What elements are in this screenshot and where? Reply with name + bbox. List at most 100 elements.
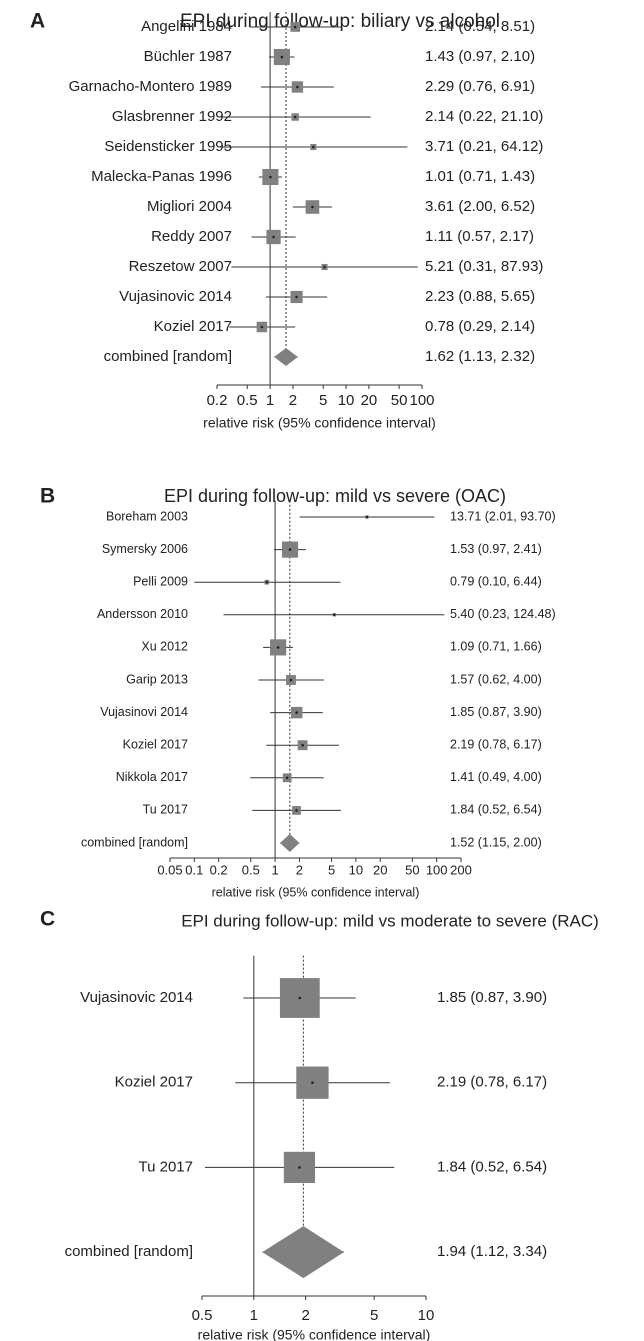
point-estimate: [323, 265, 326, 269]
x-tick-label: 20: [373, 862, 387, 877]
x-tick-label: 0.5: [192, 1307, 213, 1324]
x-tick-label: 0.2: [207, 392, 228, 409]
value-label: 5.40 (0.23, 124.48): [450, 607, 556, 621]
x-tick-label: 10: [338, 392, 355, 409]
x-axis-label: relative risk (95% confidence interval): [198, 1327, 431, 1341]
value-label: 1.53 (0.97, 2.41): [450, 542, 542, 556]
x-tick-label: 20: [361, 392, 378, 409]
point-estimate: [265, 580, 269, 584]
study-label: Tu 2017: [143, 803, 188, 817]
point-estimate: [269, 175, 272, 179]
study-label: Vujasinovic 2014: [119, 288, 232, 305]
pooled-label: combined [random]: [104, 348, 232, 365]
panel-label: A: [30, 10, 45, 33]
point-estimate: [298, 1166, 301, 1169]
pooled-diamond: [262, 1226, 345, 1279]
value-label: 3.71 (0.21, 64.12): [425, 138, 543, 155]
value-label: 2.19 (0.78, 6.17): [437, 1074, 547, 1091]
value-label: 3.61 (2.00, 6.52): [425, 198, 535, 215]
study-label: Boreham 2003: [106, 509, 188, 523]
study-label: Garnacho-Montero 1989: [69, 78, 232, 95]
study-label: Koziel 2017: [154, 318, 232, 335]
point-estimate: [365, 515, 369, 519]
point-estimate: [301, 743, 304, 747]
point-estimate: [332, 613, 336, 617]
x-axis-label: relative risk (95% confidence interval): [203, 415, 436, 431]
x-tick-label: 1: [250, 1307, 258, 1324]
pooled-label: combined [random]: [81, 835, 188, 849]
value-label: 0.79 (0.10, 6.44): [450, 574, 542, 588]
value-label: 13.71 (2.01, 93.70): [450, 509, 556, 523]
point-estimate: [289, 678, 293, 682]
study-label: Seidensticker 1995: [104, 138, 232, 155]
value-label: 2.14 (0.22, 21.10): [425, 108, 543, 125]
point-estimate: [296, 85, 299, 89]
study-label: Büchler 1987: [144, 48, 232, 65]
value-label: 1.85 (0.87, 3.90): [450, 705, 542, 719]
value-label: 2.29 (0.76, 6.91): [425, 78, 535, 95]
study-label: Glasbrenner 1992: [112, 108, 232, 125]
pooled-value-label: 1.62 (1.13, 2.32): [425, 348, 535, 365]
point-estimate: [295, 711, 298, 714]
point-estimate: [285, 776, 289, 780]
pooled-label: combined [random]: [65, 1243, 193, 1260]
value-label: 2.19 (0.78, 6.17): [450, 737, 542, 751]
x-tick-label: 0.1: [185, 862, 203, 877]
point-estimate: [295, 809, 298, 812]
value-label: 1.57 (0.62, 4.00): [450, 672, 542, 686]
chart-title: EPI during follow-up: mild vs moderate t…: [181, 911, 599, 930]
x-tick-label: 50: [391, 392, 408, 409]
panel-label: C: [40, 908, 55, 931]
study-label: Reszetow 2007: [129, 258, 232, 275]
x-tick-label: 2: [296, 862, 303, 877]
pooled-value-label: 1.52 (1.15, 2.00): [450, 835, 542, 849]
value-label: 1.09 (0.71, 1.66): [450, 640, 542, 654]
study-label: Xu 2012: [141, 640, 188, 654]
x-tick-label: 0.5: [242, 862, 260, 877]
study-label: Symersky 2006: [102, 542, 188, 556]
study-label: Koziel 2017: [115, 1074, 193, 1091]
point-estimate: [298, 996, 302, 1000]
study-label: Koziel 2017: [123, 737, 188, 751]
x-tick-label: 5: [319, 392, 327, 409]
x-tick-label: 0.2: [210, 862, 228, 877]
x-tick-label: 2: [289, 392, 297, 409]
study-label: Tu 2017: [139, 1158, 194, 1175]
x-tick-label: 100: [426, 862, 448, 877]
chart-title: EPI during follow-up: mild vs severe (OA…: [164, 486, 506, 506]
x-tick-label: 10: [418, 1307, 435, 1324]
point-estimate: [312, 145, 315, 149]
value-label: 1.84 (0.52, 6.54): [437, 1158, 547, 1175]
study-label: Garip 2013: [126, 672, 188, 686]
x-tick-label: 1: [271, 862, 278, 877]
value-label: 2.14 (0.54, 8.51): [425, 18, 535, 35]
point-estimate: [280, 55, 284, 59]
study-label: Migliori 2004: [147, 198, 232, 215]
study-label: Pelli 2009: [133, 574, 188, 588]
point-estimate: [293, 115, 297, 119]
value-label: 2.23 (0.88, 5.65): [425, 288, 535, 305]
x-tick-label: 1: [266, 392, 274, 409]
x-tick-label: 200: [450, 862, 472, 877]
pooled-value-label: 1.94 (1.12, 3.34): [437, 1243, 547, 1260]
x-tick-label: 0.5: [237, 392, 258, 409]
value-label: 5.21 (0.31, 87.93): [425, 258, 543, 275]
study-label: Malecka-Panas 1996: [91, 168, 232, 185]
value-label: 1.84 (0.52, 6.54): [450, 803, 542, 817]
study-label: Andersson 2010: [97, 607, 188, 621]
x-tick-label: 0.05: [157, 862, 182, 877]
value-label: 1.41 (0.49, 4.00): [450, 770, 542, 784]
value-label: 1.01 (0.71, 1.43): [425, 168, 535, 185]
value-label: 1.85 (0.87, 3.90): [437, 989, 547, 1006]
study-label: Angelini 1984: [141, 18, 232, 35]
x-tick-label: 5: [370, 1307, 378, 1324]
pooled-diamond: [274, 348, 298, 366]
point-estimate: [295, 295, 298, 299]
study-label: Nikkola 2017: [116, 770, 188, 784]
x-tick-label: 2: [301, 1307, 309, 1324]
x-axis-label: relative risk (95% confidence interval): [212, 885, 420, 899]
value-label: 0.78 (0.29, 2.14): [425, 318, 535, 335]
point-estimate: [276, 646, 280, 649]
value-label: 1.43 (0.97, 2.10): [425, 48, 535, 65]
